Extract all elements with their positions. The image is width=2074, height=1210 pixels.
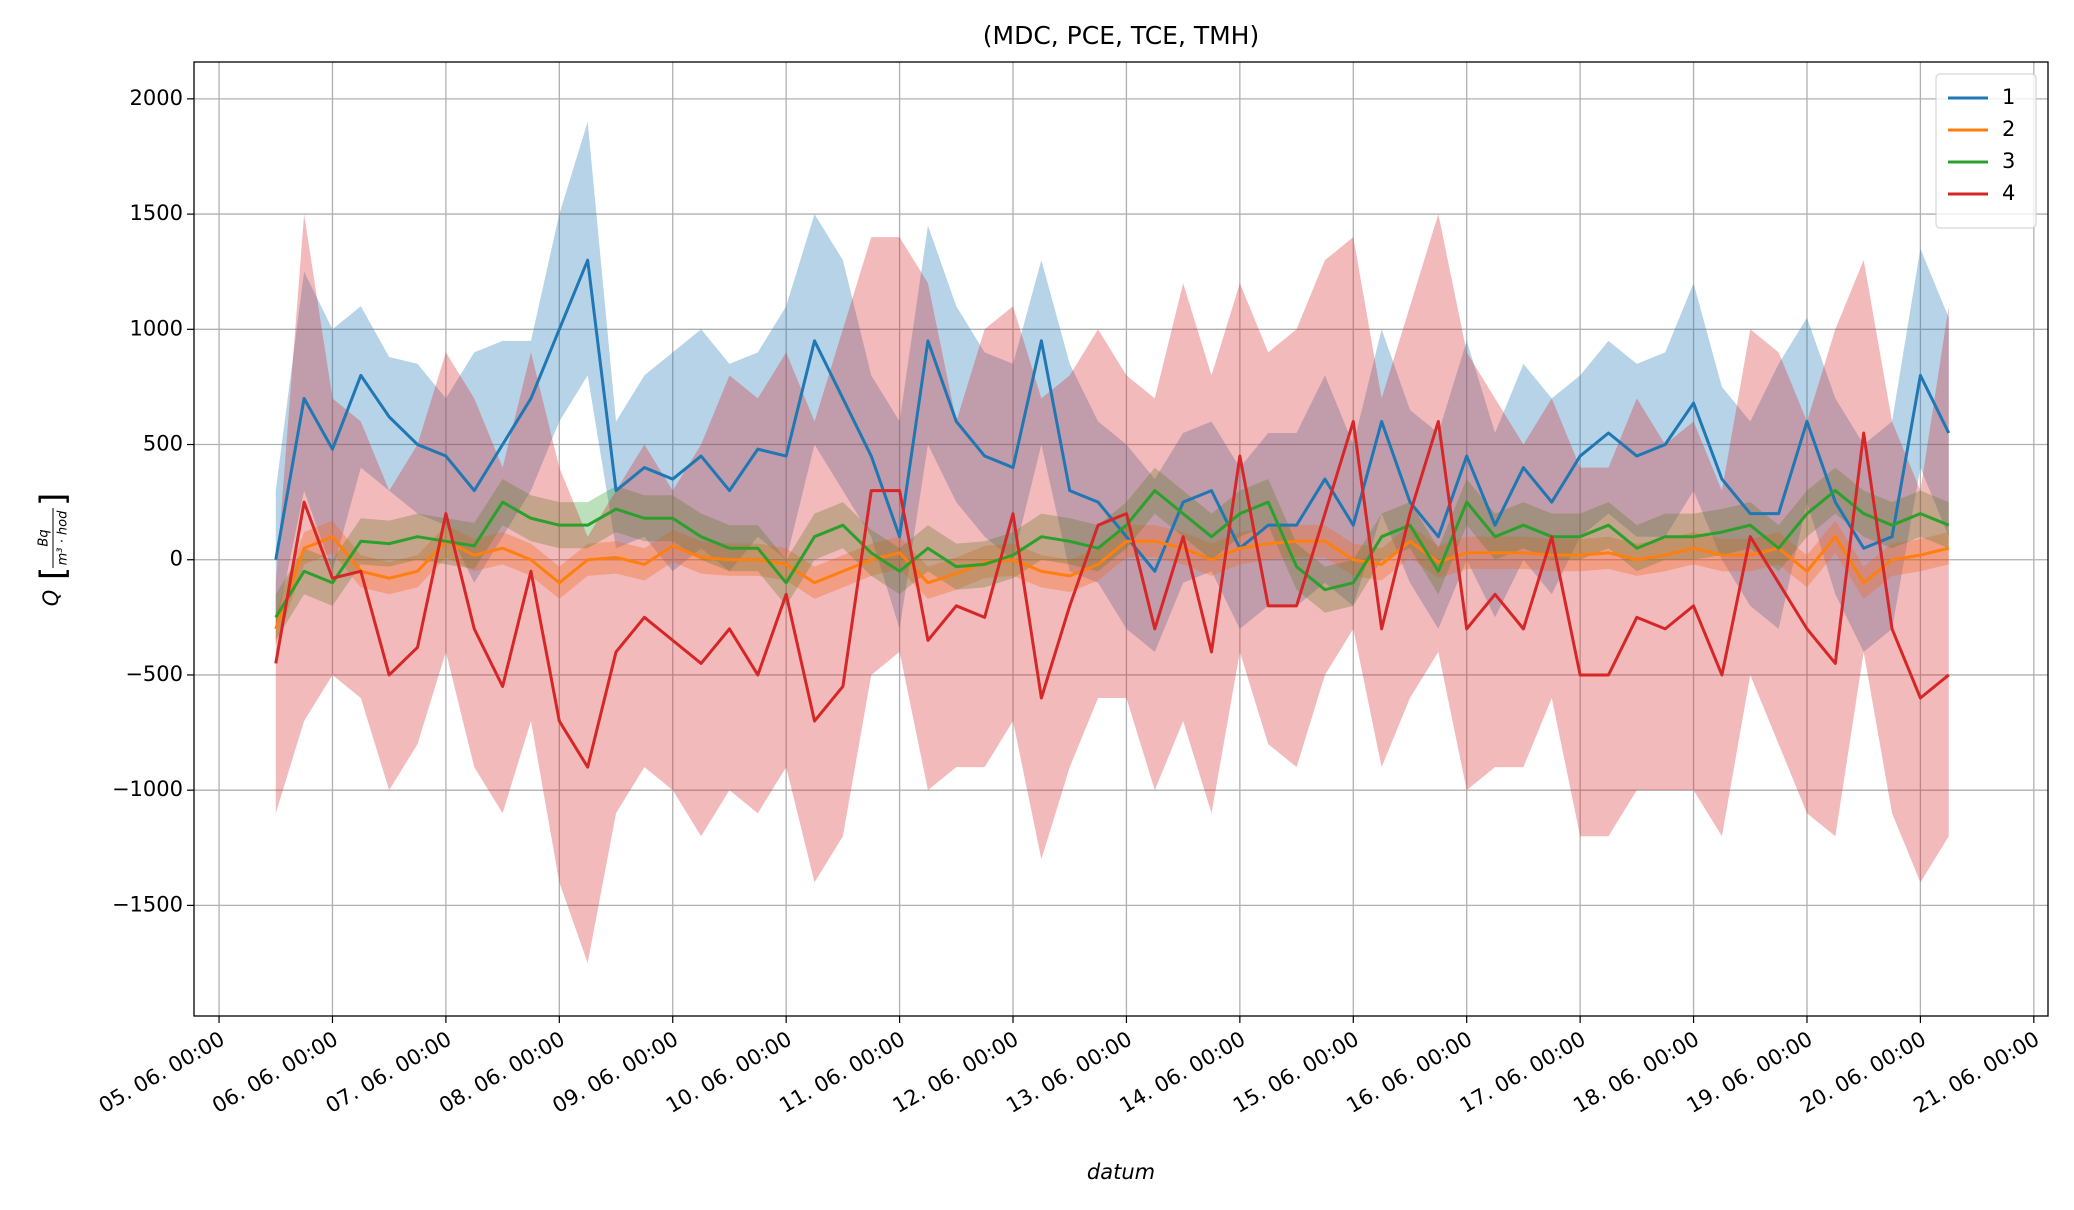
y-tick-label: 0 (170, 547, 183, 571)
band (275, 121, 1949, 652)
chart-title: (MDC, PCE, TCE, TMH) (983, 21, 1260, 50)
y-axis-label: Q [ Bq m³ · hod ] (34, 493, 74, 607)
line (274, 535, 1950, 630)
bracket: [ (34, 567, 74, 580)
x-tick-label: 05. 06. 00:00 (95, 1027, 229, 1118)
legend-box (1935, 73, 2037, 229)
y-tick-label: −500 (125, 662, 183, 686)
y-tick-label: −1000 (112, 777, 183, 801)
grid (194, 62, 2048, 1016)
y-tick-label: −1500 (112, 892, 183, 916)
x-tick-label: 16. 06. 00:00 (1342, 1027, 1476, 1118)
line (274, 419, 1950, 769)
x-tick-label: 13. 06. 00:00 (1002, 1027, 1136, 1118)
x-tick-label: 11. 06. 00:00 (775, 1027, 909, 1118)
band (275, 214, 1949, 963)
legend-label: 1 (2002, 85, 2015, 109)
x-tick-label: 08. 06. 00:00 (435, 1027, 569, 1118)
x-axis-label: datum (1087, 1160, 1155, 1184)
y-label-denominator: m³ · hod (56, 510, 71, 565)
x-tick-label: 12. 06. 00:00 (889, 1027, 1023, 1118)
x-tick-label: 21. 06. 00:00 (1909, 1027, 2043, 1118)
bracket: ] (34, 493, 74, 506)
legend: 1 2 3 4 (1935, 73, 2037, 229)
legend-label: 2 (2002, 117, 2015, 141)
y-tick-label: 500 (143, 432, 183, 456)
band (275, 520, 1949, 645)
legend-label: 4 (2002, 181, 2015, 205)
x-tick-label: 20. 06. 00:00 (1796, 1027, 1930, 1118)
x-tick-label: 06. 06. 00:00 (208, 1027, 342, 1118)
y-label-numerator: Bq (37, 529, 52, 546)
y-tick-label: 1000 (130, 316, 183, 340)
legend-label: 3 (2002, 149, 2015, 173)
x-tick-label: 19. 06. 00:00 (1683, 1027, 1817, 1118)
y-tick-label: 1500 (130, 201, 183, 225)
x-tick-label: 07. 06. 00:00 (322, 1027, 456, 1118)
x-tick-label: 09. 06. 00:00 (548, 1027, 682, 1118)
y-label-symbol: Q (39, 590, 63, 607)
x-tick-label: 10. 06. 00:00 (662, 1027, 796, 1118)
y-tick-label: 2000 (130, 86, 183, 110)
plot-frame (193, 61, 2049, 1017)
x-tick-label: 15. 06. 00:00 (1229, 1027, 1363, 1118)
x-tick-label: 14. 06. 00:00 (1116, 1027, 1250, 1118)
x-tick-label: 18. 06. 00:00 (1569, 1027, 1703, 1118)
line (274, 489, 1950, 619)
x-tick-label: 17. 06. 00:00 (1456, 1027, 1590, 1118)
